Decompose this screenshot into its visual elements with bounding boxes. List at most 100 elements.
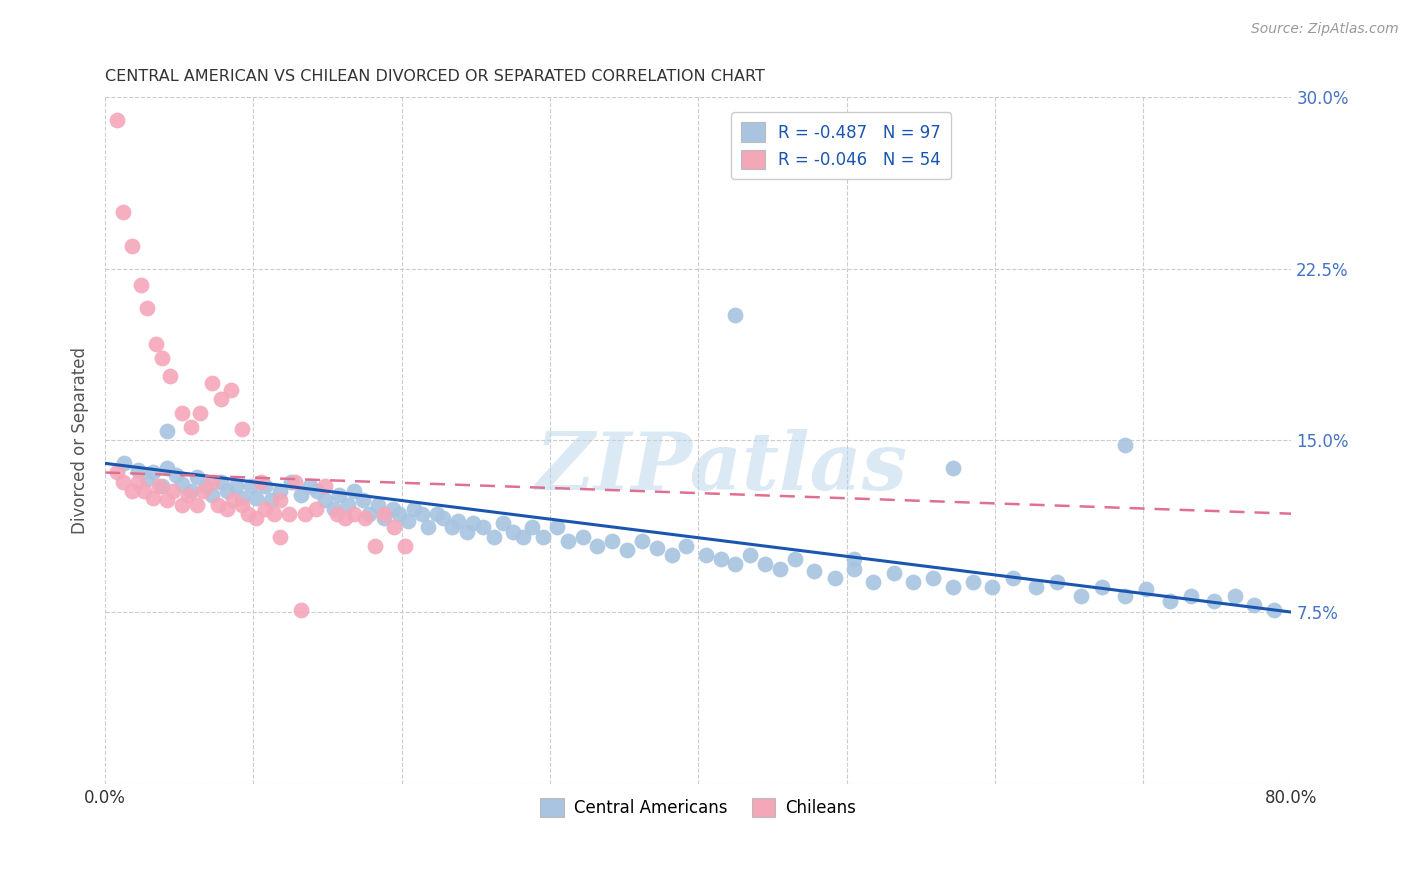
- Point: [645, 541, 668, 555]
- Point: [942, 580, 965, 594]
- Point: [903, 575, 925, 590]
- Point: [328, 488, 350, 502]
- Point: [135, 472, 157, 486]
- Point: [335, 511, 357, 525]
- Point: [209, 475, 232, 489]
- Point: [921, 571, 943, 585]
- Point: [724, 557, 747, 571]
- Point: [162, 483, 184, 498]
- Point: [186, 470, 208, 484]
- Point: [426, 507, 449, 521]
- Point: [769, 561, 792, 575]
- Point: [432, 511, 454, 525]
- Point: [129, 277, 152, 292]
- Point: [1204, 593, 1226, 607]
- Point: [367, 498, 389, 512]
- Point: [145, 337, 167, 351]
- Point: [803, 564, 825, 578]
- Legend: Central Americans, Chileans: Central Americans, Chileans: [534, 791, 863, 823]
- Point: [231, 491, 253, 505]
- Point: [472, 520, 495, 534]
- Point: [105, 466, 128, 480]
- Point: [142, 466, 165, 480]
- Point: [231, 422, 253, 436]
- Point: [111, 475, 134, 489]
- Point: [180, 483, 202, 498]
- Point: [373, 511, 395, 525]
- Point: [236, 507, 259, 521]
- Point: [842, 552, 865, 566]
- Point: [114, 456, 136, 470]
- Point: [600, 534, 623, 549]
- Point: [201, 488, 224, 502]
- Point: [156, 425, 179, 439]
- Point: [280, 475, 302, 489]
- Point: [322, 502, 344, 516]
- Point: [294, 507, 316, 521]
- Point: [172, 477, 194, 491]
- Point: [724, 308, 747, 322]
- Point: [260, 492, 283, 507]
- Point: [1025, 580, 1047, 594]
- Point: [1070, 589, 1092, 603]
- Point: [616, 543, 638, 558]
- Point: [254, 502, 277, 516]
- Point: [245, 511, 267, 525]
- Point: [1114, 589, 1136, 603]
- Point: [111, 204, 134, 219]
- Point: [382, 520, 405, 534]
- Point: [482, 530, 505, 544]
- Point: [1159, 593, 1181, 607]
- Point: [150, 479, 173, 493]
- Point: [135, 301, 157, 315]
- Point: [219, 383, 242, 397]
- Point: [307, 483, 329, 498]
- Point: [396, 514, 419, 528]
- Point: [502, 524, 524, 539]
- Point: [177, 488, 200, 502]
- Point: [254, 479, 277, 493]
- Point: [1180, 589, 1202, 603]
- Point: [352, 492, 374, 507]
- Point: [186, 498, 208, 512]
- Point: [546, 520, 568, 534]
- Point: [209, 392, 232, 407]
- Point: [1135, 582, 1157, 597]
- Point: [359, 507, 381, 521]
- Point: [239, 479, 262, 493]
- Point: [586, 539, 609, 553]
- Point: [284, 475, 307, 489]
- Point: [215, 483, 238, 498]
- Point: [1114, 438, 1136, 452]
- Point: [263, 507, 285, 521]
- Point: [842, 561, 865, 575]
- Point: [201, 376, 224, 391]
- Point: [1243, 599, 1265, 613]
- Point: [1046, 575, 1069, 590]
- Point: [165, 467, 187, 482]
- Point: [201, 475, 224, 489]
- Point: [1223, 589, 1246, 603]
- Point: [1090, 580, 1112, 594]
- Point: [512, 530, 534, 544]
- Point: [441, 520, 464, 534]
- Point: [337, 498, 360, 512]
- Point: [121, 239, 143, 253]
- Text: Source: ZipAtlas.com: Source: ZipAtlas.com: [1251, 22, 1399, 37]
- Point: [195, 479, 218, 493]
- Point: [132, 483, 155, 498]
- Point: [461, 516, 484, 530]
- Point: [188, 406, 211, 420]
- Point: [215, 502, 238, 516]
- Point: [531, 530, 554, 544]
- Point: [105, 113, 128, 128]
- Point: [491, 516, 513, 530]
- Point: [456, 524, 478, 539]
- Point: [278, 507, 301, 521]
- Point: [343, 483, 366, 498]
- Point: [172, 498, 194, 512]
- Point: [298, 479, 321, 493]
- Point: [156, 492, 179, 507]
- Point: [325, 507, 347, 521]
- Point: [314, 479, 336, 493]
